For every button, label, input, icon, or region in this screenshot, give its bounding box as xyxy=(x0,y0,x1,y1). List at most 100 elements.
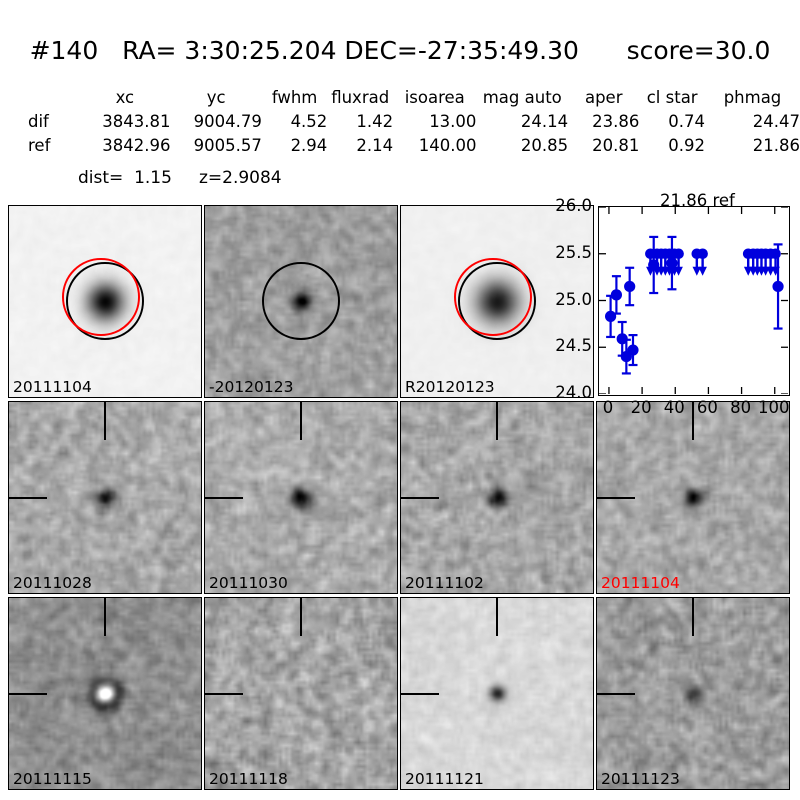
dif-xc: 3843.81 xyxy=(102,111,171,131)
stamp-neg20120123[interactable]: -20120123 xyxy=(204,205,398,398)
upper-limit-arrow xyxy=(692,266,702,276)
aperture-circle-red xyxy=(454,258,532,336)
col-head-yc: yc xyxy=(206,87,226,107)
ref-mag-line: 21.86 ref xyxy=(660,191,735,210)
ref-xc: 3842.96 xyxy=(102,135,171,155)
stamp-20111102[interactable]: 20111102 xyxy=(400,401,594,594)
row-label-ref: ref xyxy=(28,135,51,155)
stamp-ref20120123[interactable]: R20120123 xyxy=(400,205,594,398)
y-tick-label: 24.5 xyxy=(555,336,592,356)
col-head-isoarea: isoarea xyxy=(404,87,465,107)
dist-redshift-line: dist= 1.15 z=2.9084 xyxy=(78,168,282,188)
ref-aper: 20.81 xyxy=(592,135,640,155)
y-tick-label: 24.0 xyxy=(555,383,592,402)
ref-mag-auto: 20.85 xyxy=(520,135,569,155)
stamp-date-label: 20111104 xyxy=(601,574,680,592)
ref-cl-star: 0.92 xyxy=(668,135,705,155)
stamp-date-label: 20111102 xyxy=(405,574,484,592)
dif-yc: 9004.79 xyxy=(193,111,262,131)
crosshair-vertical-tick xyxy=(496,402,498,440)
table-header-row: xc yc fwhm fluxrad isoarea mag auto aper… xyxy=(28,86,800,110)
stamp-20111104[interactable]: 20111104 xyxy=(8,205,202,398)
col-head-phmag: phmag xyxy=(723,87,782,107)
ref-yc: 9005.57 xyxy=(193,135,262,155)
crosshair-horizontal-tick xyxy=(205,692,243,695)
col-head-xc: xc xyxy=(115,87,135,107)
crosshair-horizontal-tick xyxy=(597,692,635,695)
crosshair-vertical-tick xyxy=(496,598,498,636)
stamp-20111115[interactable]: 20111115 xyxy=(8,597,202,790)
dif-aper: 23.86 xyxy=(592,111,640,131)
col-head-magauto: mag auto xyxy=(482,87,562,107)
crosshair-vertical-tick xyxy=(300,598,302,636)
crosshair-horizontal-tick xyxy=(401,496,439,499)
crosshair-horizontal-tick xyxy=(9,692,47,695)
dif-phmag: 24.47 xyxy=(752,111,800,131)
stamp-20111118[interactable]: 20111118 xyxy=(204,597,398,790)
crosshair-vertical-tick xyxy=(104,402,106,440)
crosshair-vertical-tick xyxy=(300,402,302,440)
x-tick-label: 100 xyxy=(757,398,790,417)
stamp-date-label: 20111030 xyxy=(209,574,288,592)
data-point xyxy=(624,280,636,293)
crosshair-horizontal-tick xyxy=(9,496,47,499)
crosshair-vertical-tick xyxy=(692,402,694,440)
upper-limit-marker xyxy=(673,248,684,260)
stamp-date-label: 20111028 xyxy=(13,574,92,592)
row-label-dif: dif xyxy=(28,111,49,131)
stamp-date-label: -20120123 xyxy=(209,378,294,396)
upper-limit-marker xyxy=(697,248,708,260)
aperture-circle-red xyxy=(62,258,140,336)
stamp-date-label: 20111118 xyxy=(209,770,288,788)
crosshair-vertical-tick xyxy=(104,598,106,636)
y-tick-label: 25.5 xyxy=(555,242,592,262)
data-point xyxy=(605,310,617,322)
stamp-date-label: 20111115 xyxy=(13,770,92,788)
y-tick-label: 26.0 xyxy=(555,196,592,215)
dif-fwhm: 4.52 xyxy=(290,111,328,131)
source-info-table: xc yc fwhm fluxrad isoarea mag auto aper… xyxy=(0,86,800,158)
data-point xyxy=(666,257,678,269)
crosshair-horizontal-tick xyxy=(401,692,439,695)
stamp-20111123[interactable]: 20111123 xyxy=(596,597,790,790)
stamp-20111121[interactable]: 20111121 xyxy=(400,597,594,790)
x-tick-label: 80 xyxy=(730,398,752,417)
stamp-20111104[interactable]: 20111104 xyxy=(596,401,790,594)
col-head-fluxrad: fluxrad xyxy=(331,87,390,107)
ref-isoarea: 140.00 xyxy=(418,135,477,155)
x-tick-label: 20 xyxy=(630,398,652,417)
aperture-circle-black xyxy=(262,262,340,340)
table-row-ref: ref 3842.96 9005.57 2.94 2.14 140.00 20.… xyxy=(28,134,800,158)
upper-limit-arrow xyxy=(674,266,683,276)
dif-mag-auto: 24.14 xyxy=(520,111,569,131)
light-curve-plot xyxy=(598,206,790,396)
table-row-dif: dif 3843.81 9004.79 4.52 1.42 13.00 24.1… xyxy=(28,110,800,134)
data-point xyxy=(648,259,660,271)
x-tick-label: 40 xyxy=(663,398,685,417)
upper-limit-arrow xyxy=(698,266,707,276)
light-curve-svg xyxy=(599,207,788,394)
ref-fwhm: 2.94 xyxy=(290,135,328,155)
data-point xyxy=(772,280,784,293)
stamp-date-label: 20111121 xyxy=(405,770,484,788)
stamp-20111028[interactable]: 20111028 xyxy=(8,401,202,594)
crosshair-horizontal-tick xyxy=(205,496,243,499)
ref-phmag: 21.86 xyxy=(752,135,800,155)
upper-limit-marker xyxy=(770,248,781,260)
dif-cl-star: 0.74 xyxy=(668,111,705,131)
x-tick-label: 0 xyxy=(602,398,614,417)
col-head-blank xyxy=(28,86,79,110)
stamp-date-label: R20120123 xyxy=(405,378,495,396)
dif-isoarea: 13.00 xyxy=(429,111,477,131)
page-title: #140 RA= 3:30:25.204 DEC=-27:35:49.30 sc… xyxy=(29,36,771,65)
stamp-grid: 20111104 -20120123 R20120123 20111028 201110… xyxy=(8,205,792,794)
crosshair-horizontal-tick xyxy=(597,496,635,499)
stamp-20111030[interactable]: 20111030 xyxy=(204,401,398,594)
col-head-fwhm: fwhm xyxy=(271,87,318,107)
crosshair-vertical-tick xyxy=(692,598,694,636)
dif-fluxrad: 1.42 xyxy=(356,111,394,131)
col-head-clstar: cl star xyxy=(646,87,698,107)
col-head-aper: aper xyxy=(584,87,623,107)
ref-fluxrad: 2.14 xyxy=(356,135,394,155)
y-tick-label: 25.0 xyxy=(555,289,592,309)
